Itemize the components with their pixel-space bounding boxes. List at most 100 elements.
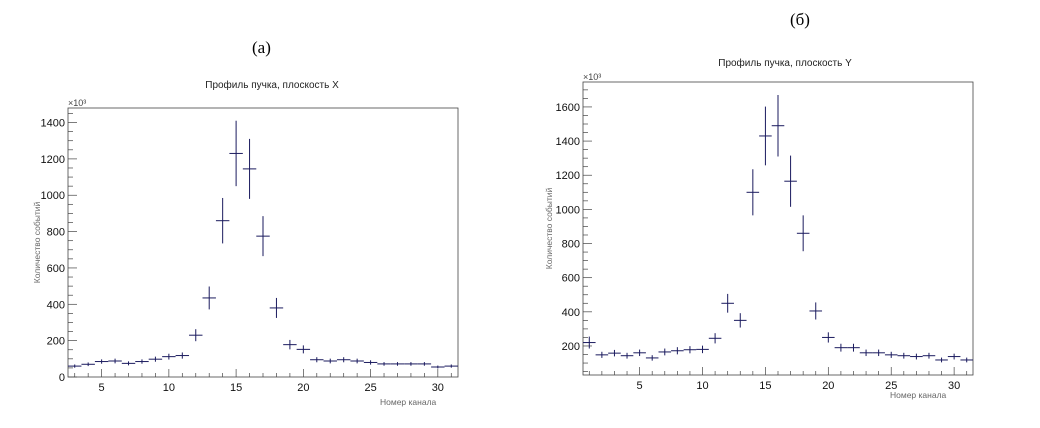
data-point xyxy=(390,362,405,366)
data-point xyxy=(696,345,709,354)
data-point xyxy=(784,155,797,207)
panel-label-a: (а) xyxy=(252,38,271,57)
data-point xyxy=(377,362,391,366)
data-point xyxy=(202,286,216,310)
y-tick-label: 1400 xyxy=(556,136,580,148)
data-point xyxy=(417,362,432,366)
data-point xyxy=(121,361,136,366)
data-point xyxy=(323,358,337,364)
y-tick-label: 800 xyxy=(47,227,65,239)
x-axis-label: Номер канала xyxy=(890,390,947,400)
x-tick-label: 15 xyxy=(230,382,242,394)
y-axis-label: Количество событий xyxy=(544,188,554,270)
data-point xyxy=(242,138,257,199)
x-tick-label: 30 xyxy=(432,382,444,394)
data-point xyxy=(910,353,923,360)
data-point xyxy=(215,197,230,244)
x-axis-label: Номер канала xyxy=(380,397,437,407)
y-tick-label: 400 xyxy=(47,299,65,311)
x-tick-label: 30 xyxy=(948,380,960,392)
x-tick-label: 5 xyxy=(637,380,643,392)
data-point xyxy=(671,347,684,355)
data-point xyxy=(256,216,270,257)
data-point xyxy=(175,352,190,359)
y-tick-label: 600 xyxy=(47,263,65,275)
y-multiplier: ×10³ xyxy=(583,72,601,82)
data-point xyxy=(884,351,898,358)
x-tick-label: 20 xyxy=(297,382,309,394)
data-point xyxy=(645,355,659,361)
data-point xyxy=(148,356,163,362)
data-point xyxy=(947,353,961,360)
data-point xyxy=(363,360,378,365)
y-axis-label: Количество событий xyxy=(32,202,42,284)
data-point xyxy=(633,349,646,357)
y-tick-label: 1600 xyxy=(556,102,580,114)
data-point xyxy=(283,339,297,350)
x-tick-label: 25 xyxy=(364,382,376,394)
data-point xyxy=(733,313,747,328)
data-point xyxy=(859,349,873,357)
data-point xyxy=(404,362,418,366)
chart-title: Профиль пучка, плоскость Y xyxy=(718,57,852,69)
data-point xyxy=(897,352,911,359)
data-point xyxy=(721,293,734,313)
y-tick-label: 0 xyxy=(59,372,65,384)
data-point xyxy=(189,329,203,342)
x-tick-label: 15 xyxy=(759,380,771,392)
chart-title: Профиль пучка, плоскость X xyxy=(205,79,339,91)
y-tick-label: 1200 xyxy=(556,170,580,182)
x-tick-label: 10 xyxy=(163,382,175,394)
data-point xyxy=(296,345,311,354)
y-tick-label: 200 xyxy=(47,336,65,348)
y-multiplier: ×10³ xyxy=(68,98,86,108)
data-point xyxy=(834,343,848,352)
data-point xyxy=(431,365,445,369)
data-point xyxy=(350,358,364,364)
data-point xyxy=(81,362,95,367)
data-point xyxy=(658,348,672,356)
data-point xyxy=(746,169,760,216)
data-point xyxy=(583,336,596,349)
y-tick-label: 400 xyxy=(562,307,580,319)
data-point xyxy=(108,358,122,364)
y-tick-label: 1200 xyxy=(41,154,65,166)
data-point xyxy=(935,357,948,363)
data-point xyxy=(135,359,149,364)
data-point xyxy=(683,346,697,354)
y-tick-label: 1400 xyxy=(41,118,65,130)
data-point xyxy=(960,357,973,363)
panel-label-b: (б) xyxy=(790,10,810,29)
x-tick-label: 20 xyxy=(822,380,834,392)
y-tick-label: 200 xyxy=(562,341,580,353)
x-tick-label: 10 xyxy=(696,380,708,392)
y-tick-label: 800 xyxy=(562,239,580,251)
data-point xyxy=(68,364,82,368)
data-point xyxy=(444,364,458,368)
data-point xyxy=(872,349,885,357)
data-point xyxy=(229,120,243,187)
data-point xyxy=(796,215,810,252)
data-point xyxy=(759,106,772,166)
data-point xyxy=(269,297,284,318)
data-point xyxy=(922,352,936,359)
data-point xyxy=(162,353,176,360)
data-point xyxy=(809,302,823,320)
data-point xyxy=(847,343,860,352)
data-point xyxy=(620,352,634,359)
data-point xyxy=(771,94,785,157)
data-point xyxy=(94,359,109,364)
x-tick-label: 5 xyxy=(99,382,105,394)
data-point xyxy=(336,357,351,363)
x-tick-label: 25 xyxy=(885,380,897,392)
data-point xyxy=(822,332,835,343)
y-tick-label: 600 xyxy=(562,273,580,285)
data-point xyxy=(310,357,324,363)
data-point xyxy=(595,351,609,358)
data-point xyxy=(708,333,722,344)
y-tick-label: 1000 xyxy=(556,204,580,216)
data-point xyxy=(608,349,621,357)
y-tick-label: 1000 xyxy=(41,190,65,202)
